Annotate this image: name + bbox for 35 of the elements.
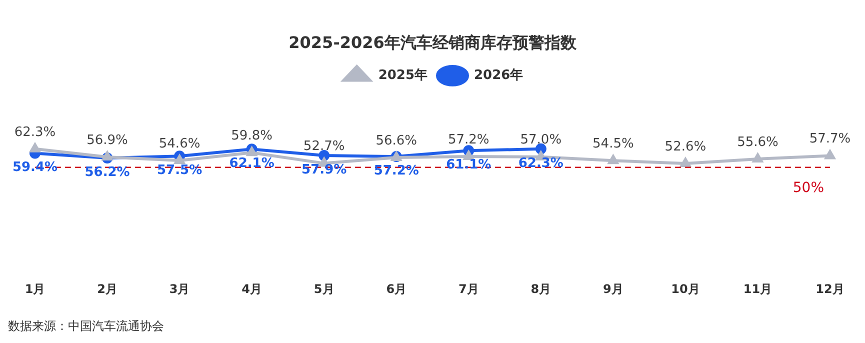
x-tick-label: 3月 — [169, 282, 190, 296]
legend-label: 2026年 — [474, 68, 524, 84]
data-label: 54.5% — [592, 136, 634, 152]
data-label: 57.0% — [520, 132, 562, 148]
data-label: 57.2% — [448, 132, 490, 148]
data-label: 55.6% — [737, 134, 778, 150]
data-label: 57.7% — [809, 132, 851, 147]
data-label: 56.6% — [376, 133, 418, 148]
data-label: 59.4% — [12, 160, 58, 176]
x-tick-label: 9月 — [603, 282, 624, 296]
data-label: 56.2% — [84, 164, 130, 180]
data-label: 52.7% — [303, 139, 345, 154]
x-tick-label: 10月 — [671, 282, 700, 296]
chart-title: 2025-2026年汽车经销商库存预警指数 — [288, 32, 578, 52]
data-label: 52.6% — [664, 139, 706, 154]
x-tick-label: 5月 — [314, 282, 334, 296]
x-tick-label: 6月 — [386, 282, 407, 296]
x-tick-label: 12月 — [816, 282, 844, 296]
data-label: 59.8% — [231, 128, 272, 144]
x-tick-label: 8月 — [530, 282, 552, 296]
x-tick-label: 11月 — [743, 282, 772, 296]
x-tick-label: 2月 — [97, 282, 118, 296]
data-label: 62.3% — [518, 156, 564, 171]
legend-label: 2025年 — [378, 68, 428, 84]
x-tick-label: 4月 — [242, 282, 262, 296]
data-label: 62.3% — [14, 124, 56, 140]
x-tick-label: 1月 — [24, 282, 46, 296]
data-label: 57.2% — [374, 163, 419, 178]
ref-line-label: 50% — [792, 180, 824, 196]
data-label: 54.6% — [158, 136, 200, 152]
data-label: 62.1% — [229, 156, 274, 172]
data-label: 56.9% — [86, 132, 128, 148]
data-label: 57.9% — [302, 162, 347, 178]
x-tick-label: 7月 — [458, 282, 479, 296]
source-note: 数据来源：中国汽车流通协会 — [8, 318, 164, 335]
